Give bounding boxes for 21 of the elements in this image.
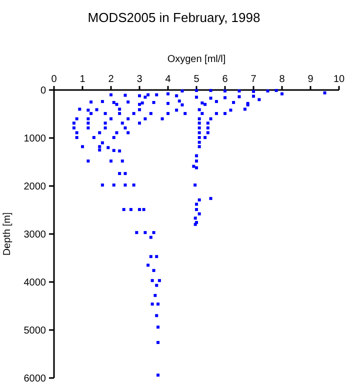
x-tick-label: 7 [250,74,257,85]
x-tick-label: 9 [308,74,314,85]
y-tick-label: 3000 [24,230,46,240]
x-tick-label: 4 [165,74,172,85]
y-tick-label: 2000 [24,182,46,192]
x-tick-label: 10 [333,74,345,85]
x-axis-title: Oxygen [ml/l] [167,54,226,65]
x-tick-label: 2 [108,74,114,85]
y-tick-label: 4000 [24,278,46,288]
x-tick-label: 6 [222,74,228,85]
y-axis-title: Depth [m] [2,212,13,256]
y-tick-label: 0 [40,86,46,96]
x-tick-label: 0 [51,74,58,85]
x-tick-label: 3 [136,74,143,85]
x-tick-label: 1 [80,74,86,85]
y-tick-label: 1000 [24,134,46,144]
chart-title: MODS2005 in February, 1998 [88,10,260,25]
y-tick-label: 5000 [24,326,46,336]
y-tick-label: 6000 [24,374,46,384]
x-tick-label: 5 [194,74,200,85]
x-tick-label: 8 [279,74,286,85]
